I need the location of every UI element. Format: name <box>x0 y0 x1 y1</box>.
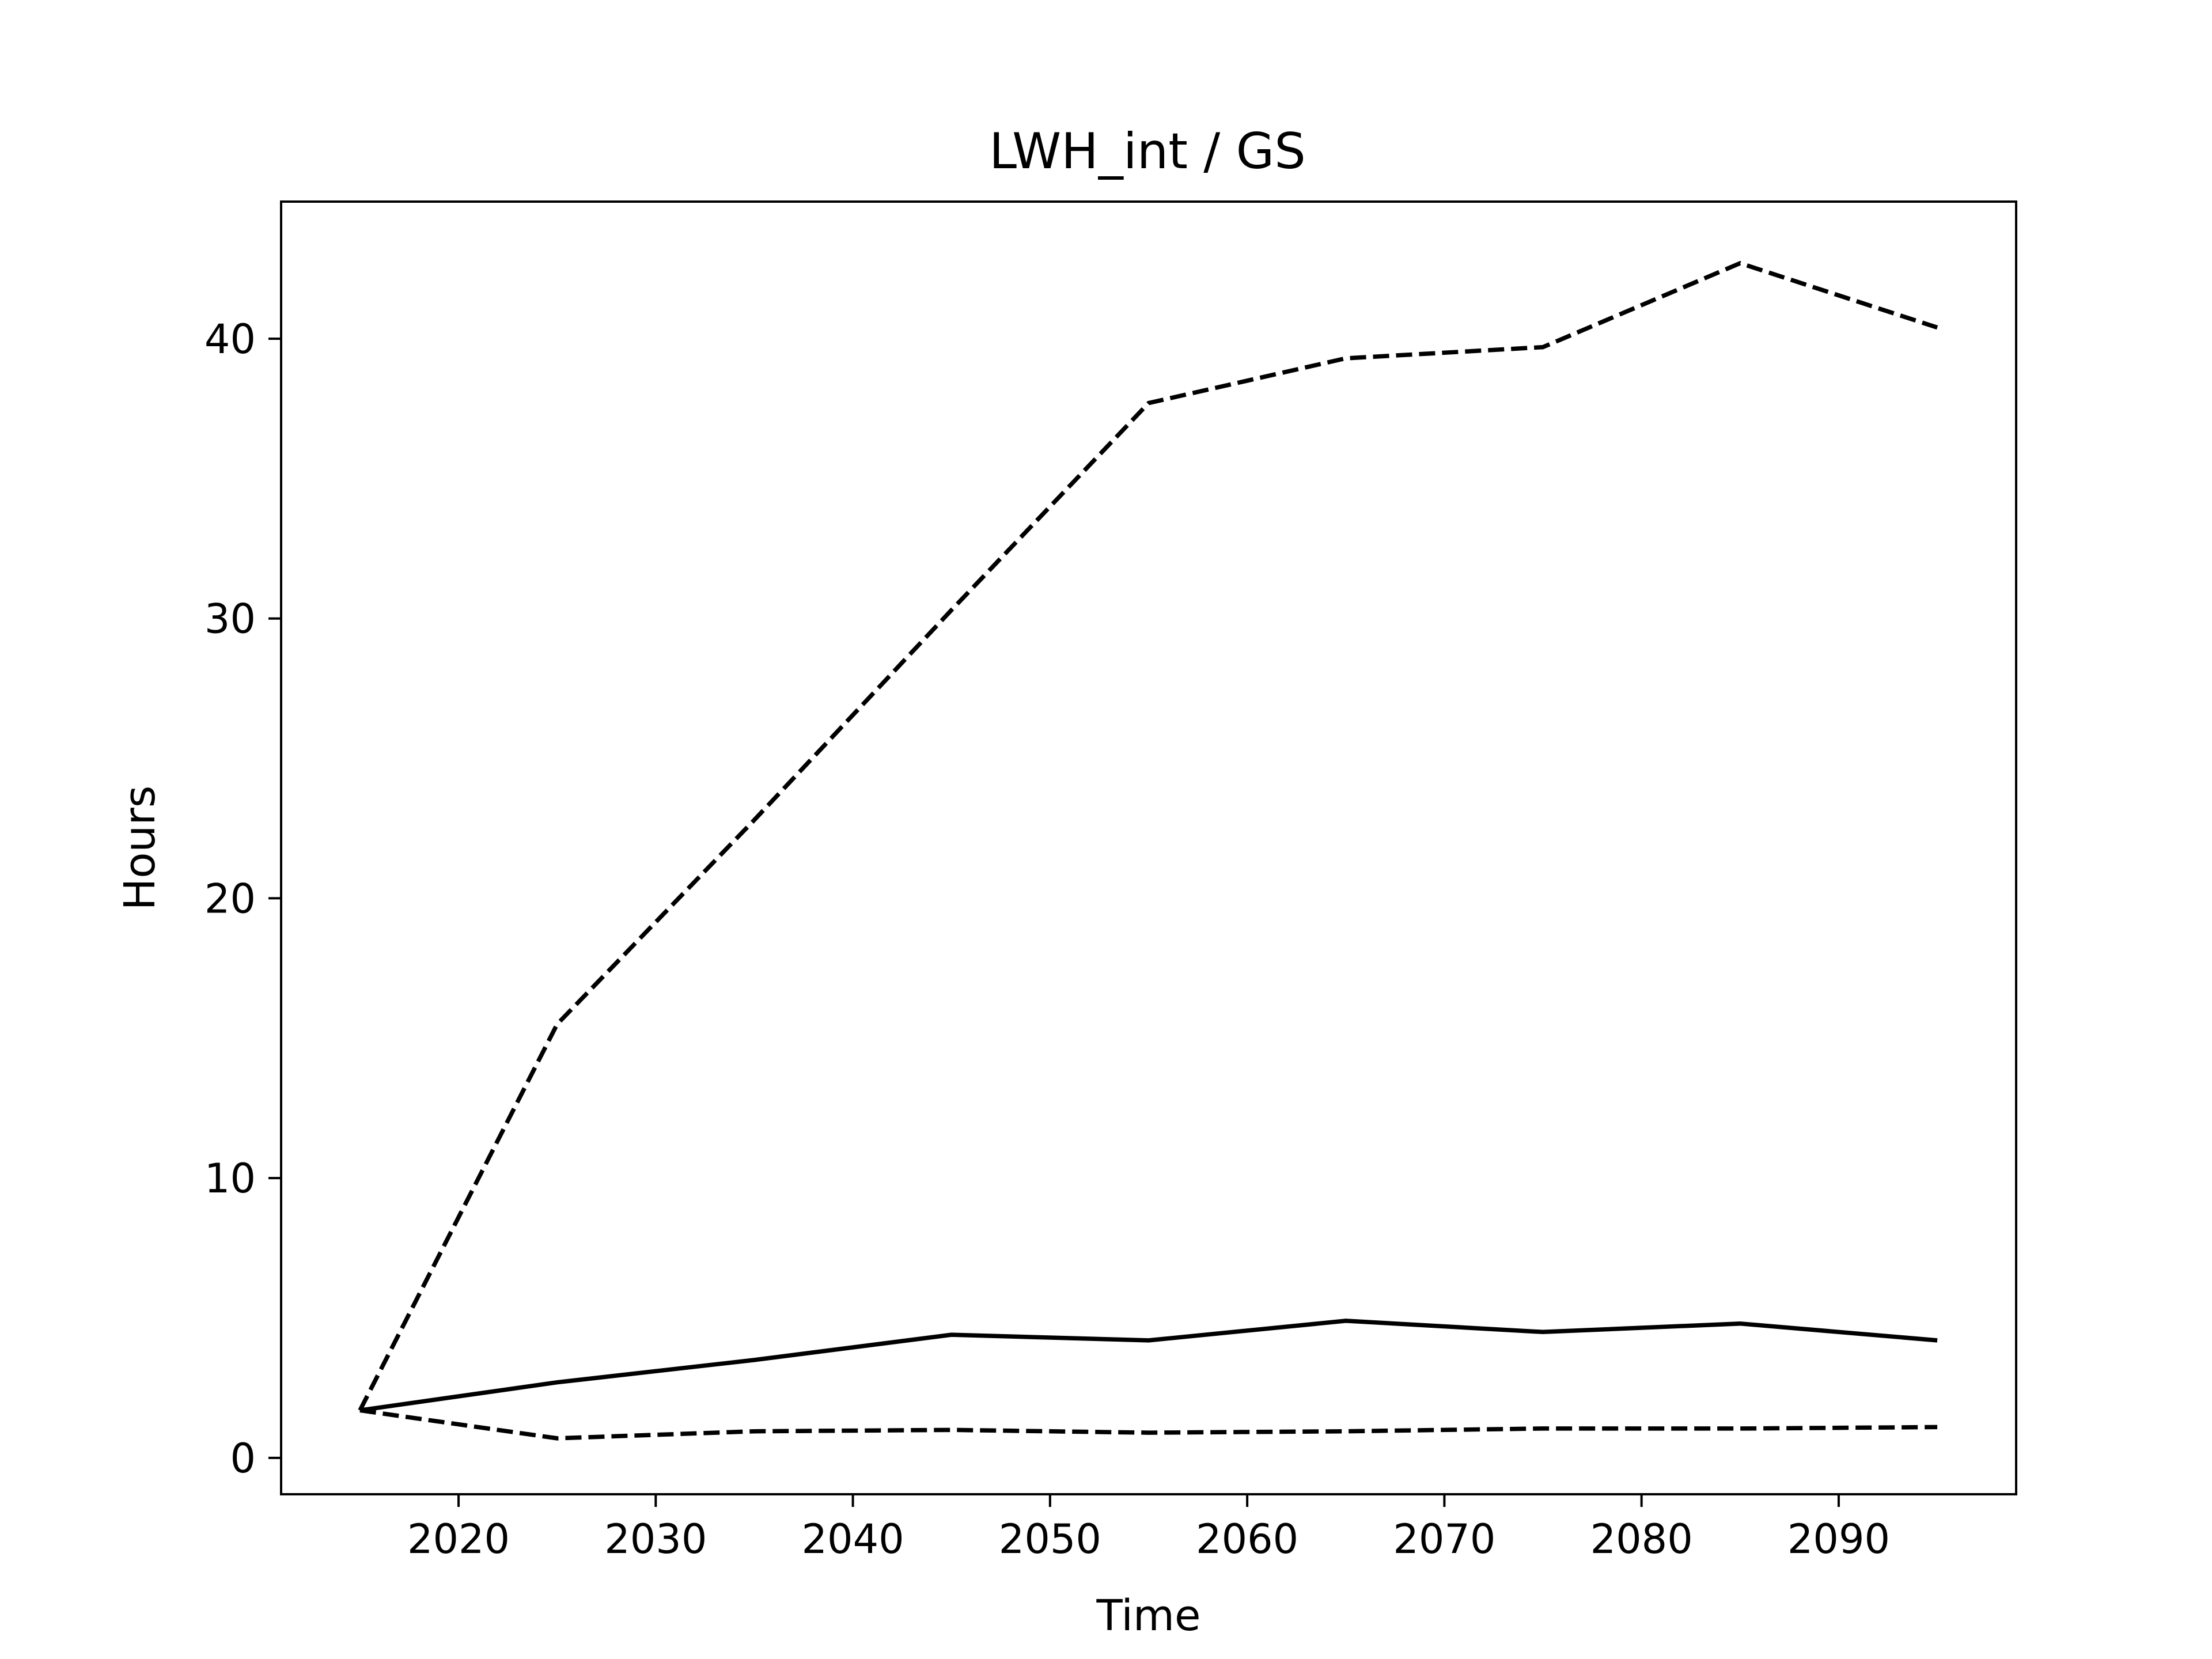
series-layer <box>358 261 1938 1441</box>
x-tick-label: 2030 <box>604 1516 707 1563</box>
y-tick-label: 10 <box>204 1155 256 1202</box>
x-tick-label: 2040 <box>802 1516 904 1563</box>
y-tick-label: 40 <box>204 316 256 363</box>
series-line-2 <box>358 261 1938 1412</box>
ticks-layer: 2020 2030 2040 2050 2060 2070 2080 209001020304… <box>204 316 1890 1563</box>
plot-frame <box>280 200 2017 1495</box>
y-tick-label: 0 <box>230 1435 256 1482</box>
x-tick-label: 2050 <box>999 1516 1101 1563</box>
chart-title: LWH_int / GS <box>989 123 1306 180</box>
x-axis-label: Time <box>1096 1591 1200 1641</box>
series-line-3 <box>359 1408 1938 1441</box>
y-tick-label: 20 <box>204 875 256 922</box>
x-tick-label: 2060 <box>1196 1516 1298 1563</box>
x-tick-label: 2080 <box>1590 1516 1693 1563</box>
x-tick-label: 2020 <box>407 1516 510 1563</box>
x-tick-label: 2090 <box>1787 1516 1890 1563</box>
y-axis-label: Hours <box>115 786 165 911</box>
x-tick-label: 2070 <box>1393 1516 1495 1563</box>
series-line-1 <box>359 1319 1938 1413</box>
y-tick-label: 30 <box>204 596 256 643</box>
